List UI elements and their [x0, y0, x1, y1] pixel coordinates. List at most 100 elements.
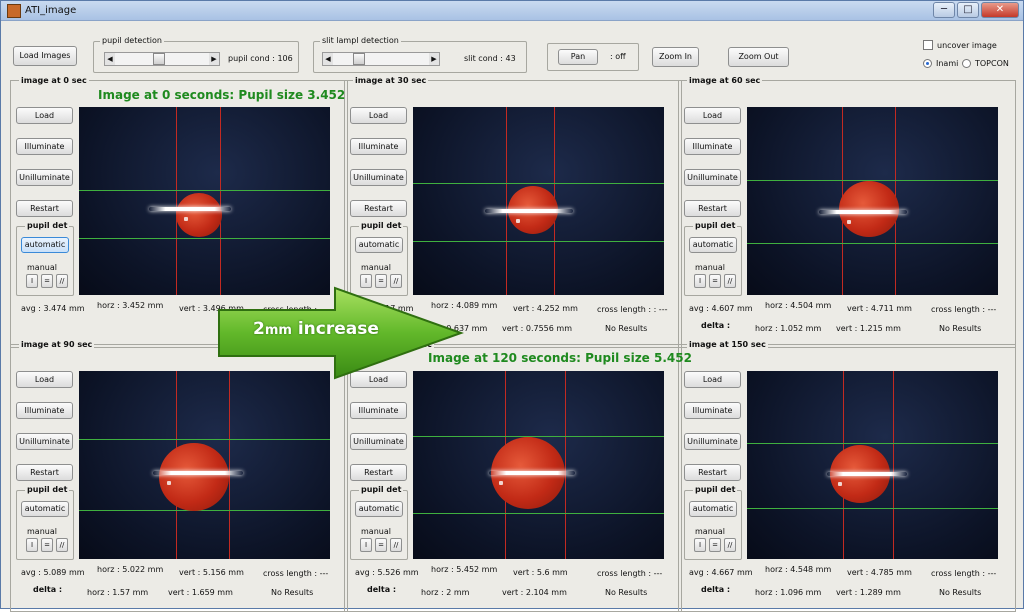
vertical-line-tool-icon[interactable]: I	[694, 538, 706, 552]
automatic-button[interactable]: automatic	[355, 237, 403, 253]
horizontal-guide-line[interactable]	[79, 190, 330, 191]
slit-detection-slider[interactable]: ◀ ▶	[322, 52, 440, 66]
illuminate-button[interactable]: Illuminate	[350, 402, 407, 419]
close-button[interactable]: ✕	[981, 2, 1019, 18]
diagonal-line-tool-icon[interactable]: //	[390, 538, 402, 552]
load-button[interactable]: Load	[350, 107, 407, 124]
slider-left-arrow-icon[interactable]: ◀	[323, 53, 333, 65]
unilluminate-button[interactable]: Unilluminate	[350, 433, 407, 450]
horizontal-guide-line[interactable]	[413, 513, 664, 514]
diagonal-line-tool-icon[interactable]: //	[390, 274, 402, 288]
eye-image[interactable]	[747, 107, 998, 295]
horizontal-guide-line[interactable]	[747, 180, 998, 181]
restart-button[interactable]: Restart	[350, 200, 407, 217]
horizontal-guide-line[interactable]	[79, 238, 330, 239]
green-arrow-icon	[218, 286, 464, 380]
slit-cond-label: slit cond : 43	[464, 54, 516, 63]
restart-button[interactable]: Restart	[684, 200, 741, 217]
diagonal-line-tool-icon[interactable]: //	[724, 538, 736, 552]
illuminate-button[interactable]: Illuminate	[16, 402, 73, 419]
zoom-out-button[interactable]: Zoom Out	[728, 47, 789, 67]
load-button[interactable]: Load	[684, 371, 741, 388]
vertical-guide-line[interactable]	[893, 371, 894, 559]
pan-group: Pan : off	[547, 43, 639, 71]
pupil-detection-label: pupil detection	[100, 36, 164, 46]
automatic-button[interactable]: automatic	[689, 237, 737, 253]
illuminate-button[interactable]: Illuminate	[684, 138, 741, 155]
unilluminate-button[interactable]: Unilluminate	[16, 433, 73, 450]
vertical-line-tool-icon[interactable]: I	[26, 274, 38, 288]
horizontal-line-tool-icon[interactable]: =	[709, 274, 721, 288]
vertical-line-tool-icon[interactable]: I	[26, 538, 38, 552]
load-button[interactable]: Load	[350, 371, 407, 388]
vertical-guide-line[interactable]	[506, 107, 507, 295]
delta-vert-readout: vert : 1.289 mm	[836, 588, 901, 597]
horizontal-line-tool-icon[interactable]: =	[41, 538, 53, 552]
horizontal-guide-line[interactable]	[79, 510, 330, 511]
uncover-image-checkbox[interactable]	[923, 40, 933, 50]
eye-image[interactable]	[79, 107, 330, 295]
automatic-button[interactable]: automatic	[21, 501, 69, 517]
horizontal-line-tool-icon[interactable]: =	[709, 538, 721, 552]
vertical-guide-line[interactable]	[176, 107, 177, 295]
eye-image[interactable]	[747, 371, 998, 559]
slider-right-arrow-icon[interactable]: ▶	[209, 53, 219, 65]
horizontal-guide-line[interactable]	[747, 508, 998, 509]
vertical-guide-line[interactable]	[220, 107, 221, 295]
horizontal-line-tool-icon[interactable]: =	[375, 274, 387, 288]
eye-image[interactable]	[413, 107, 664, 295]
horizontal-guide-line[interactable]	[79, 439, 330, 440]
maximize-button[interactable]: □	[957, 2, 979, 18]
horizontal-guide-line[interactable]	[747, 243, 998, 244]
load-button[interactable]: Load	[684, 107, 741, 124]
load-button[interactable]: Load	[16, 107, 73, 124]
automatic-button[interactable]: automatic	[689, 501, 737, 517]
diagonal-line-tool-icon[interactable]: //	[56, 274, 68, 288]
diagonal-line-tool-icon[interactable]: //	[56, 538, 68, 552]
horizontal-line-tool-icon[interactable]: =	[375, 538, 387, 552]
eye-image[interactable]	[79, 371, 330, 559]
zoom-in-button[interactable]: Zoom In	[652, 47, 699, 67]
unilluminate-button[interactable]: Unilluminate	[16, 169, 73, 186]
illuminate-button[interactable]: Illuminate	[350, 138, 407, 155]
load-images-button[interactable]: Load Images	[13, 46, 77, 66]
topcon-radio[interactable]	[962, 59, 971, 68]
restart-button[interactable]: Restart	[684, 464, 741, 481]
slider-thumb[interactable]	[353, 53, 365, 65]
diagonal-line-tool-icon[interactable]: //	[724, 274, 736, 288]
restart-button[interactable]: Restart	[16, 464, 73, 481]
vert-readout: vert : 5.156 mm	[179, 568, 244, 577]
horizontal-line-tool-icon[interactable]: =	[41, 274, 53, 288]
vertical-line-tool-icon[interactable]: I	[360, 274, 372, 288]
restart-button[interactable]: Restart	[350, 464, 407, 481]
slider-right-arrow-icon[interactable]: ▶	[429, 53, 439, 65]
horizontal-guide-line[interactable]	[413, 183, 664, 184]
horizontal-guide-line[interactable]	[413, 436, 664, 437]
vert-readout: vert : 3.496 mm	[179, 304, 244, 313]
unilluminate-button[interactable]: Unilluminate	[684, 169, 741, 186]
illuminate-button[interactable]: Illuminate	[16, 138, 73, 155]
delta-horz-readout: horz : 0.637 mm	[421, 324, 488, 333]
eye-image[interactable]	[413, 371, 664, 559]
inami-radio[interactable]	[923, 59, 932, 68]
horizontal-guide-line[interactable]	[747, 443, 998, 444]
illuminate-button[interactable]: Illuminate	[684, 402, 741, 419]
vertical-guide-line[interactable]	[565, 371, 566, 559]
unilluminate-button[interactable]: Unilluminate	[684, 433, 741, 450]
slider-left-arrow-icon[interactable]: ◀	[105, 53, 115, 65]
pan-button[interactable]: Pan	[558, 49, 598, 65]
horz-readout: horz : 4.089 mm	[431, 301, 498, 310]
automatic-button[interactable]: automatic	[355, 501, 403, 517]
vertical-line-tool-icon[interactable]: I	[360, 538, 372, 552]
slit-light-reflection	[149, 207, 231, 211]
horizontal-guide-line[interactable]	[413, 241, 664, 242]
load-button[interactable]: Load	[16, 371, 73, 388]
unilluminate-button[interactable]: Unilluminate	[350, 169, 407, 186]
pupil-detection-slider[interactable]: ◀ ▶	[104, 52, 220, 66]
restart-button[interactable]: Restart	[16, 200, 73, 217]
slider-thumb[interactable]	[153, 53, 165, 65]
automatic-button[interactable]: automatic	[21, 237, 69, 253]
vertical-line-tool-icon[interactable]: I	[694, 274, 706, 288]
vertical-guide-line[interactable]	[229, 371, 230, 559]
minimize-button[interactable]: ─	[933, 2, 955, 18]
